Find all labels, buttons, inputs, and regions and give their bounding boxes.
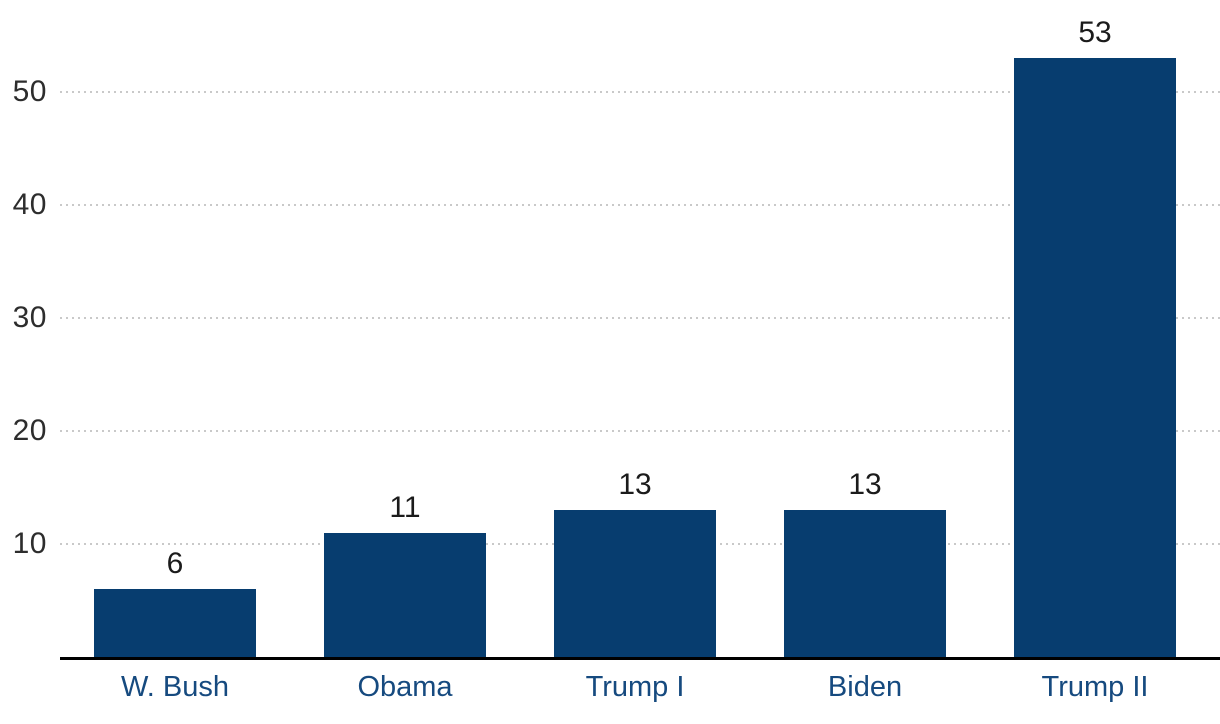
bar-w-bush <box>94 589 256 657</box>
bar-value-label-obama: 11 <box>389 490 421 524</box>
x-axis-labels: W. Bush Obama Trump I Biden Trump II <box>0 671 1220 724</box>
x-axis-label-trump-i: Trump I <box>585 671 685 703</box>
bar-value-label-w-bush: 6 <box>166 547 184 581</box>
gridline-50 <box>60 91 1220 93</box>
y-axis-tick-label-30: 30 <box>12 301 47 334</box>
y-axis-tick-label-40: 40 <box>12 188 47 221</box>
bar-obama <box>324 532 486 657</box>
bar-value-label-trump-i: 13 <box>618 468 652 502</box>
x-axis-label-w-bush: W. Bush <box>121 671 229 703</box>
y-axis-tick-label-10: 10 <box>12 527 47 560</box>
gridline-20 <box>60 430 1220 432</box>
gridline-30 <box>60 317 1220 319</box>
bar-trump-ii <box>1014 58 1176 657</box>
bar-value-label-trump-ii: 53 <box>1078 16 1112 50</box>
bar-trump-i <box>554 510 716 657</box>
x-axis-label-obama: Obama <box>357 671 453 703</box>
y-axis: 10 20 30 40 50 <box>0 0 47 657</box>
x-axis-line <box>60 657 1220 660</box>
x-axis-label-trump-ii: Trump II <box>1041 671 1149 703</box>
bars-layer: 6 11 13 13 53 <box>60 0 1220 657</box>
bar-biden <box>784 510 946 657</box>
y-axis-tick-label-20: 20 <box>12 414 47 447</box>
gridline-40 <box>60 204 1220 206</box>
y-axis-tick-label-50: 50 <box>12 75 47 108</box>
x-axis-label-biden: Biden <box>827 671 903 703</box>
bar-value-label-biden: 13 <box>848 468 882 502</box>
